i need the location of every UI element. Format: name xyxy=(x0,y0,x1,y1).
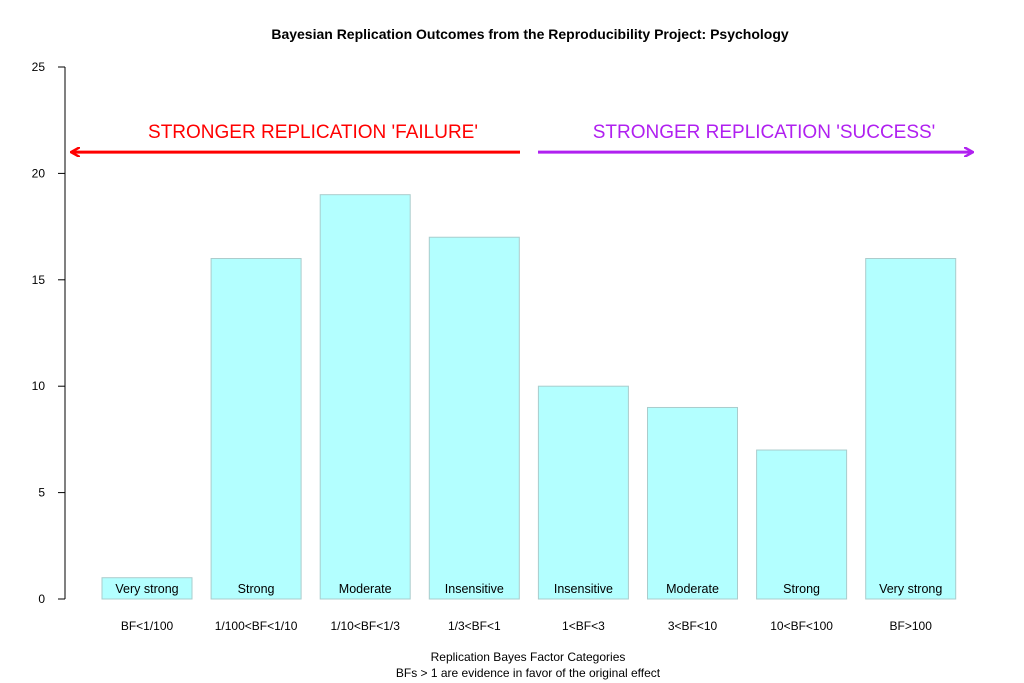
bar-label: Strong xyxy=(238,582,275,596)
x-tick-label: 1/3<BF<1 xyxy=(448,619,501,633)
bars: Very strong Strong Moderate Insensitive Inse… xyxy=(101,194,957,600)
x-tick-labels: BF<1/100 1/100<BF<1/10 1/10<BF<1/3 1/3<BF<1… xyxy=(121,619,932,633)
y-tick-label: 20 xyxy=(32,166,46,180)
bar xyxy=(537,385,629,600)
x-tick-label: 10<BF<100 xyxy=(770,619,833,633)
chart-title: Bayesian Replication Outcomes from the R… xyxy=(271,26,789,42)
bar xyxy=(101,577,193,600)
x-tick-label: BF<1/100 xyxy=(121,619,174,633)
x-tick-label: BF>100 xyxy=(890,619,933,633)
y-axis: 0 5 10 15 20 25 xyxy=(32,60,66,606)
y-tick-label: 15 xyxy=(32,273,46,287)
bar xyxy=(210,258,302,600)
y-tick-label: 25 xyxy=(32,60,46,74)
y-tick-label: 5 xyxy=(38,486,45,500)
y-tick-label: 10 xyxy=(32,379,46,393)
y-tick-label: 0 xyxy=(38,592,45,606)
bar-label: Very strong xyxy=(879,582,942,596)
bar xyxy=(319,194,411,600)
x-tick-label: 1/10<BF<1/3 xyxy=(331,619,401,633)
bar-label: Strong xyxy=(783,582,820,596)
x-axis-label: Replication Bayes Factor Categories xyxy=(431,650,626,664)
bar-label: Insensitive xyxy=(554,582,613,596)
bar xyxy=(756,449,848,600)
x-tick-label: 1/100<BF<1/10 xyxy=(215,619,298,633)
bar-label: Moderate xyxy=(666,582,719,596)
bar-label: Very strong xyxy=(115,582,178,596)
bar xyxy=(647,406,738,600)
annotation-label: STRONGER REPLICATION 'SUCCESS' xyxy=(593,122,936,143)
bar-label: Moderate xyxy=(339,582,392,596)
x-axis-sublabel: BFs > 1 are evidence in favor of the ori… xyxy=(396,666,661,680)
bar xyxy=(865,258,957,600)
annotation-label: STRONGER REPLICATION 'FAILURE' xyxy=(148,122,478,143)
bar-label: Insensitive xyxy=(445,582,504,596)
x-tick-label: 3<BF<10 xyxy=(668,619,718,633)
bar xyxy=(428,236,520,600)
annotations: STRONGER REPLICATION 'FAILURE' STRONGER R… xyxy=(72,122,972,152)
x-tick-label: 1<BF<3 xyxy=(562,619,605,633)
